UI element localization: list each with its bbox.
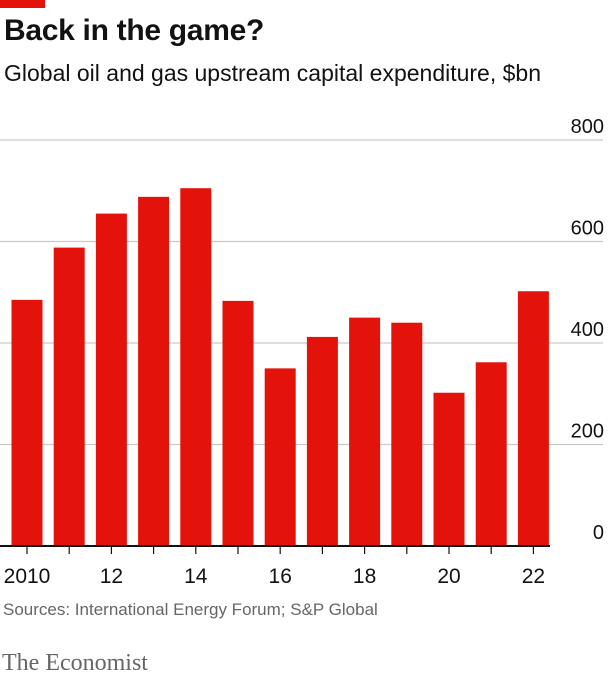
- bar: [349, 317, 381, 546]
- y-tick-label: 200: [571, 421, 604, 443]
- bar: [517, 291, 549, 546]
- bar: [11, 299, 43, 546]
- brand-accent-bar: [0, 0, 45, 8]
- bar: [264, 368, 296, 546]
- y-tick-label: 400: [571, 319, 604, 341]
- source-note: Sources: International Energy Forum; S&P…: [3, 600, 378, 619]
- bar: [222, 300, 254, 546]
- chart-title: Back in the game?: [4, 14, 264, 47]
- x-tick-label: 14: [184, 565, 208, 588]
- bar: [180, 188, 212, 546]
- x-tick-label: 20: [437, 565, 460, 588]
- y-tick-label: 600: [571, 218, 604, 240]
- bar: [95, 213, 127, 546]
- x-tick-label: 16: [269, 565, 292, 588]
- y-tick-label: 0: [593, 522, 604, 544]
- x-tick-label: 12: [100, 565, 123, 588]
- bar: [433, 392, 465, 546]
- x-tick-label: 2010: [4, 565, 51, 588]
- bar: [475, 362, 507, 546]
- x-tick-label: 18: [353, 565, 376, 588]
- bar: [391, 322, 423, 546]
- bar: [306, 336, 338, 546]
- bar: [138, 196, 170, 546]
- y-tick-label: 800: [571, 116, 604, 138]
- bar: [53, 247, 85, 546]
- chart-subtitle: Global oil and gas upstream capital expe…: [4, 60, 542, 86]
- x-tick-label: 22: [522, 565, 545, 588]
- bar-chart: 0 200 400 600 800 2010 12 14 16 18 20 22: [0, 116, 604, 588]
- economist-logo: The Economist: [2, 650, 148, 676]
